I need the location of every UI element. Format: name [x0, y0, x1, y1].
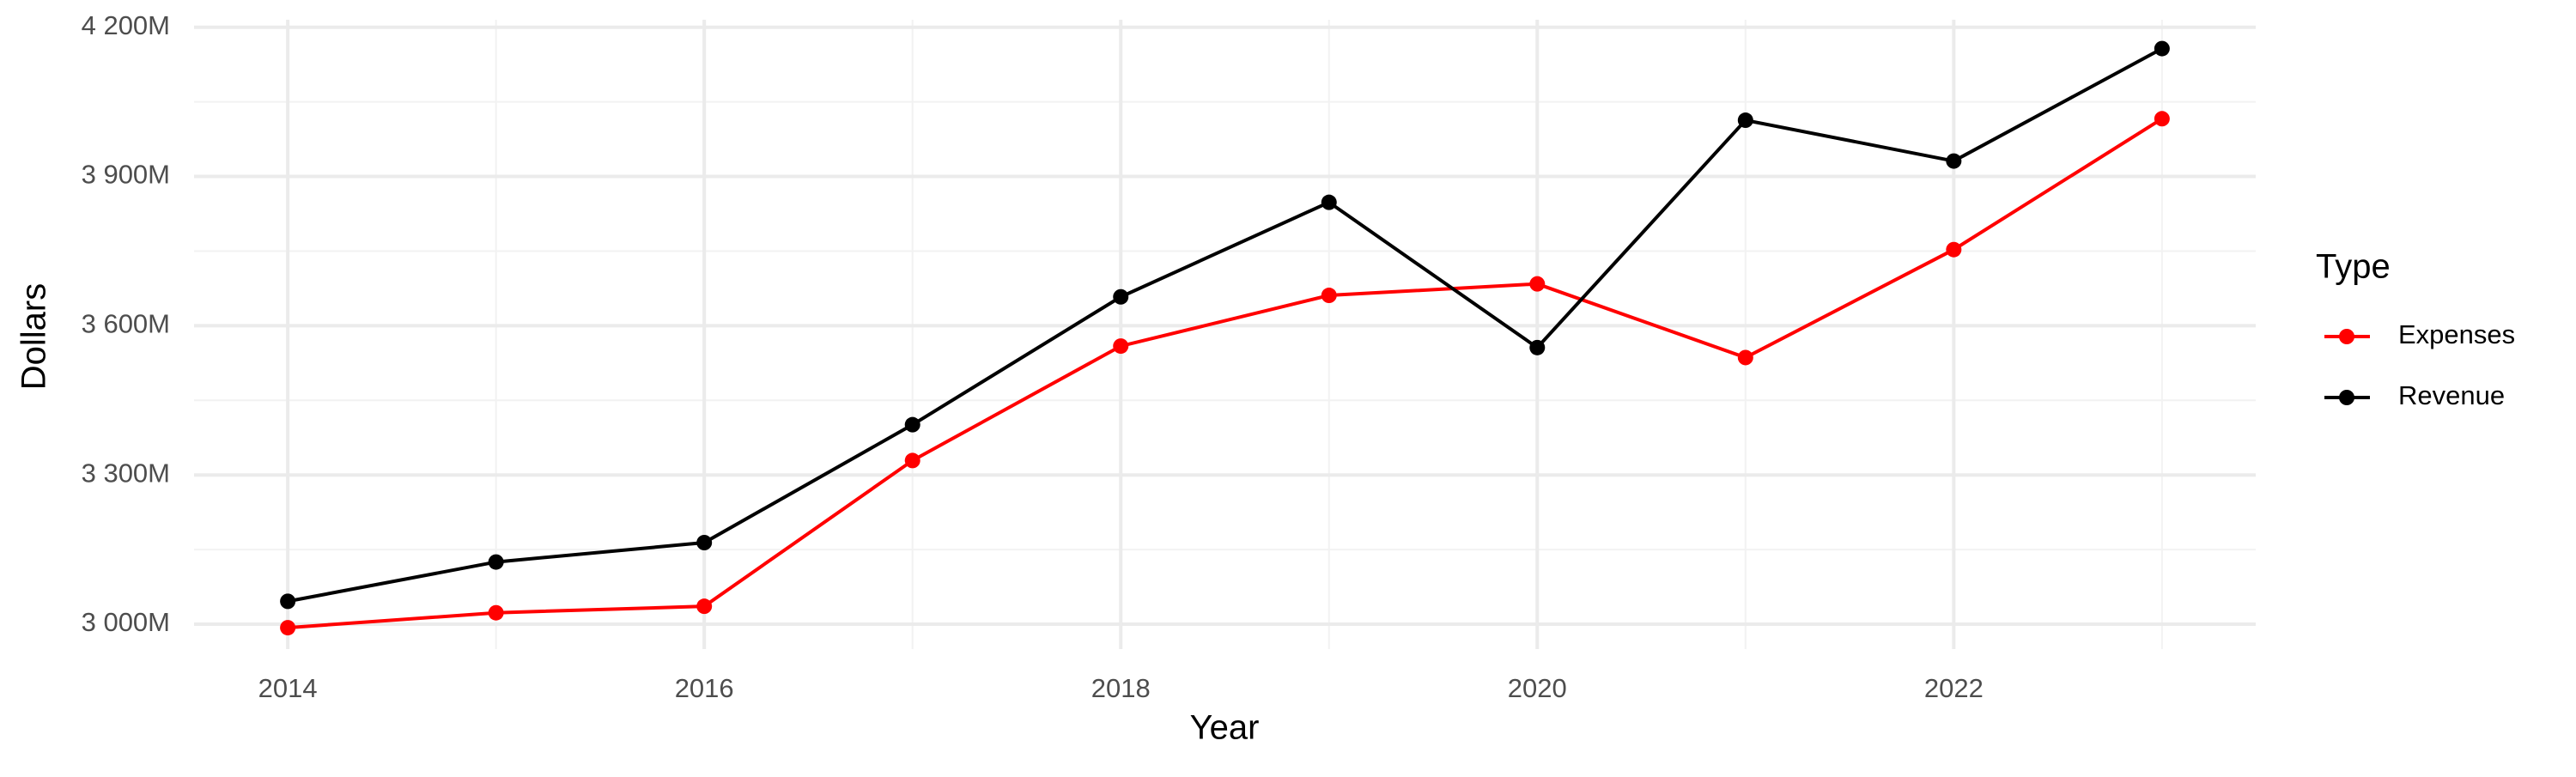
data-point [696, 598, 713, 615]
data-point [488, 604, 504, 621]
x-tick-label: 2020 [1508, 673, 1567, 703]
data-point [904, 416, 920, 433]
x-tick-label: 2018 [1091, 673, 1151, 703]
data-point [1321, 288, 1337, 304]
y-axis-title: Dollars [15, 283, 53, 390]
data-point [2154, 40, 2170, 57]
data-point [1529, 276, 1546, 292]
data-point [1113, 288, 1129, 305]
data-point [696, 534, 713, 550]
x-tick-label: 2016 [675, 673, 734, 703]
x-tick-label: 2022 [1924, 673, 1984, 703]
legend-label: Expenses [2398, 319, 2515, 349]
legend-key-point [2339, 390, 2354, 405]
x-tick-label: 2014 [258, 673, 318, 703]
y-tick-label: 3 300M [82, 458, 170, 488]
data-point [280, 593, 296, 610]
data-point [1737, 349, 1753, 366]
grid [194, 20, 2256, 649]
data-point [1113, 338, 1129, 355]
series-line [287, 117, 2163, 630]
legend-title: Type [2316, 248, 2391, 286]
data-point [1946, 153, 1962, 169]
y-tick-label: 3 900M [82, 160, 170, 190]
data-point [904, 452, 920, 469]
data-point [1529, 339, 1546, 355]
legend-label: Revenue [2398, 380, 2505, 410]
data-point [2154, 111, 2170, 127]
data-point [488, 554, 504, 570]
data-point [280, 620, 296, 636]
legend-key-point [2339, 329, 2354, 344]
x-axis-title: Year [1190, 709, 1260, 747]
data-point [1321, 194, 1337, 210]
y-tick-label: 3 000M [82, 607, 170, 637]
data-point [1946, 241, 1962, 258]
y-tick-label: 4 200M [82, 10, 170, 40]
y-tick-label: 3 600M [82, 309, 170, 339]
series-line [287, 46, 2163, 604]
data-point [1737, 112, 1753, 129]
